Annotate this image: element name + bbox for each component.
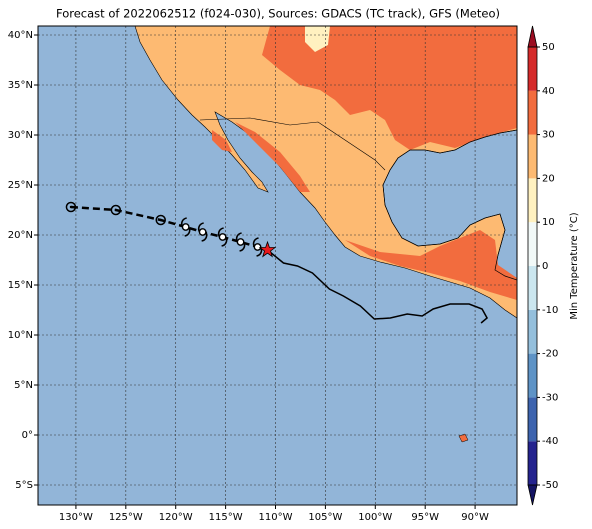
border: [199, 117, 386, 171]
y-tick-label: 20°N: [8, 230, 33, 241]
past-track: [267, 249, 489, 324]
land: [134, 26, 517, 443]
colorbar-tick-label: 20: [542, 173, 555, 184]
hurricane-eye: [236, 238, 245, 246]
colorbar-tick-label: -30: [542, 392, 558, 403]
y-tick-label: 15°N: [8, 280, 33, 291]
colorbar-tick-label: 30: [542, 130, 555, 141]
colorbar-segment: [528, 90, 537, 135]
colorbar-tick-label: -10: [542, 305, 558, 316]
hurricane-eye: [253, 243, 262, 251]
x-tick-label: 100°W: [358, 512, 392, 523]
track-point-ring: [65, 201, 77, 213]
track-point-dot: [114, 208, 118, 212]
y-tick-label: 5°N: [14, 380, 33, 391]
colorbar-segment: [528, 441, 537, 485]
land-warm: [345, 230, 517, 300]
x-tick-label: 115°W: [209, 512, 243, 523]
x-tick-label: 130°W: [59, 512, 93, 523]
x-tick-label: 120°W: [159, 512, 193, 523]
colorbar-under: [527, 484, 538, 506]
colorbar-tick-label: -50: [542, 480, 558, 491]
land-cool: [305, 26, 330, 52]
track-point: [110, 204, 122, 216]
hurricane-symbol: [180, 217, 191, 237]
land-warm: [212, 130, 232, 152]
track-point-dot: [69, 205, 73, 209]
track-point-ring: [110, 204, 122, 216]
y-tick-label: 40°N: [8, 30, 33, 41]
hurricane-symbol: [235, 232, 246, 252]
plot-frame: [37, 25, 518, 506]
colorbar-segment: [528, 222, 537, 266]
colorbar-over: [527, 25, 538, 48]
colorbar-tick-label: -40: [542, 436, 558, 447]
hurricane-eye: [218, 233, 227, 241]
hurricane-eye: [181, 223, 190, 231]
x-tick-label: 105°W: [308, 512, 342, 523]
track-point: [65, 201, 77, 213]
colorbar-segment: [528, 178, 537, 223]
colorbar-label: Min Temperature (°C): [569, 212, 580, 319]
y-tick-label: 30°N: [8, 130, 33, 141]
colorbar-tick-label: 40: [542, 86, 555, 97]
x-tick-label: 110°W: [259, 512, 293, 523]
colorbar-segment: [528, 309, 537, 354]
hurricane-symbol: [217, 227, 228, 247]
colorbar-tick-label: 10: [542, 217, 555, 228]
colorbar-segment: [528, 134, 537, 179]
track-point: [155, 214, 166, 226]
map-title: Forecast of 2022062512 (f024-030), Sourc…: [56, 7, 500, 21]
colorbar-segment: [528, 266, 537, 310]
colorbar-tick-label: 0: [542, 261, 548, 272]
colorbar-tick-label: 50: [542, 42, 555, 53]
y-tick-label: 35°N: [8, 80, 33, 91]
hurricane-symbol: [197, 222, 208, 242]
current-position: [258, 240, 277, 258]
y-tick-label: 10°N: [8, 330, 33, 341]
track-point-ring: [155, 214, 166, 226]
island: [458, 433, 469, 443]
y-tick-label: 5°S: [15, 480, 33, 491]
colorbar-segment: [528, 47, 537, 91]
x-tick-label: 95°W: [411, 512, 439, 523]
colorbar-tick-label: -20: [542, 349, 558, 360]
colorbar-segment: [528, 353, 537, 398]
land-warm: [262, 26, 517, 150]
colorbar-segment: [528, 397, 537, 442]
x-tick-label: 125°W: [109, 512, 143, 523]
track-point-dot: [159, 218, 162, 222]
hurricane-eye: [198, 228, 207, 236]
y-tick-label: 25°N: [8, 180, 33, 191]
x-tick-label: 90°W: [461, 512, 489, 523]
y-tick-label: 0°: [22, 430, 33, 441]
gulf-coast: [382, 129, 517, 281]
land-warm: [235, 122, 310, 192]
